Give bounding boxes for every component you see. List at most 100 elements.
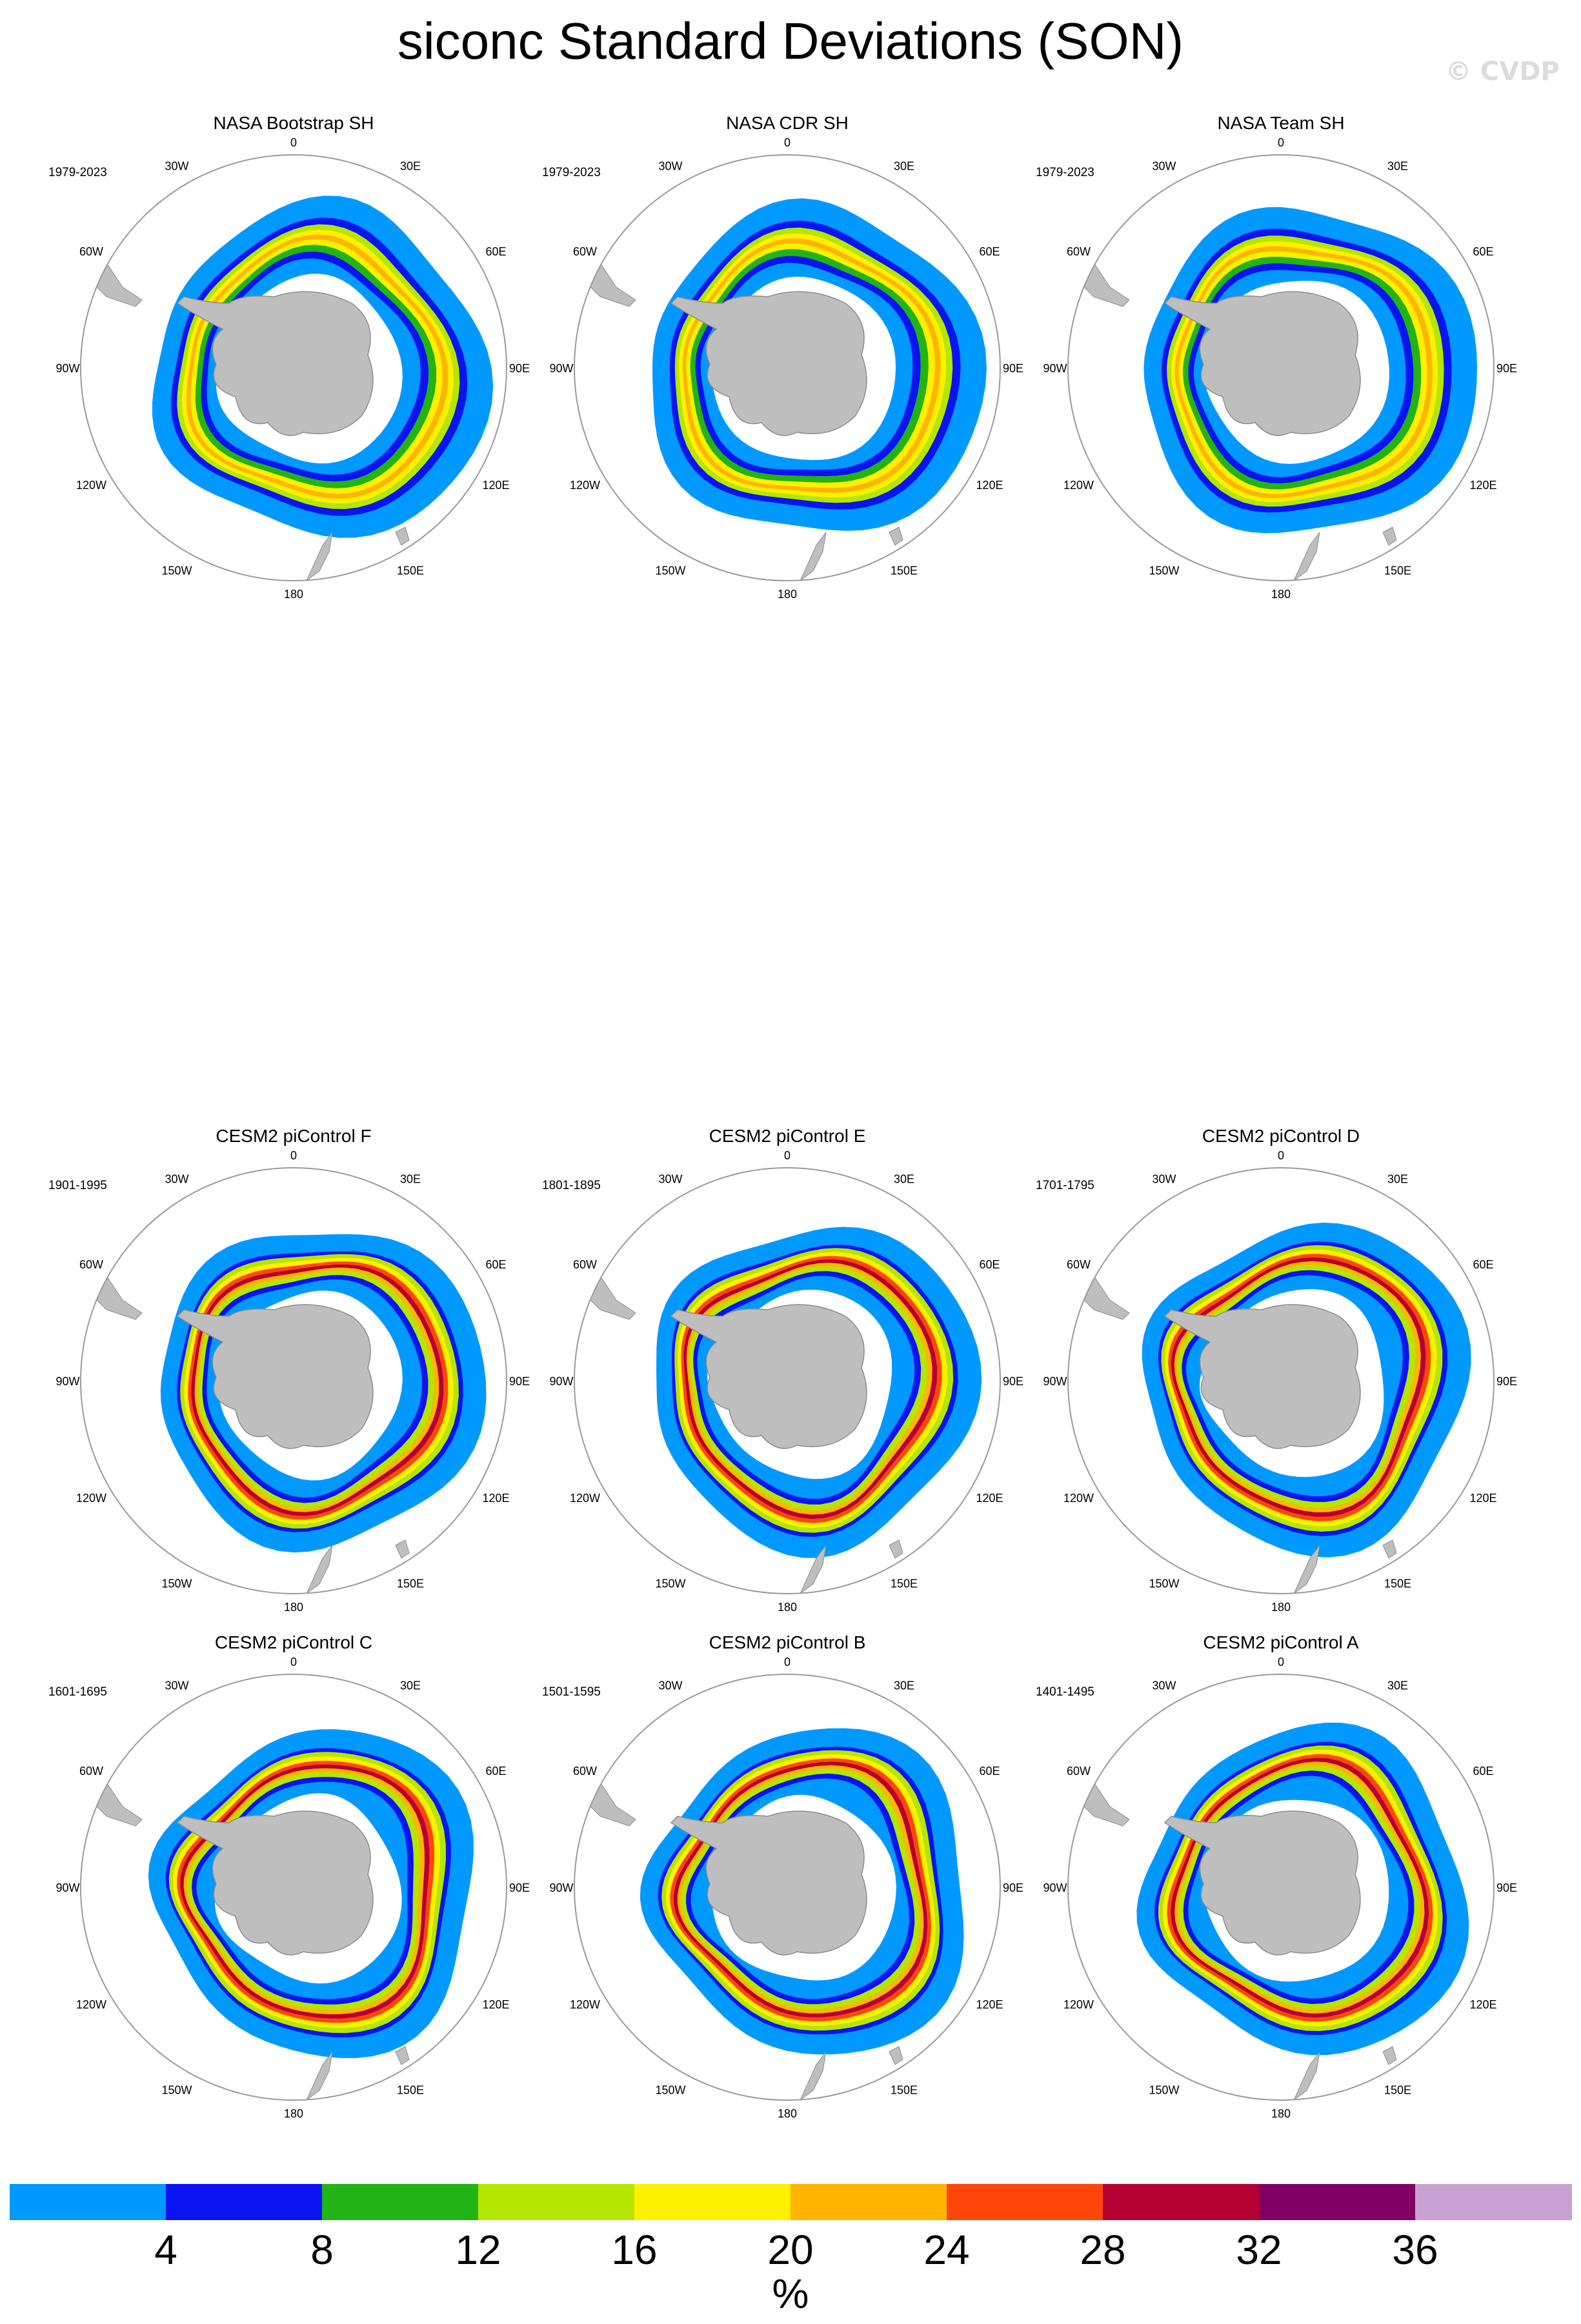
colorbar-tick-label: 24 [923, 2227, 970, 2273]
longitude-label: 60W [79, 245, 103, 258]
colorbar-tick-label: 20 [767, 2227, 814, 2273]
longitude-label: 30E [1387, 160, 1408, 173]
colorbar-swatch [1259, 2184, 1416, 2220]
longitude-label: 150W [655, 1578, 685, 1590]
antarctica-landmass [670, 291, 867, 436]
panel-period: 1401-1495 [1036, 1685, 1094, 1699]
longitude-label: 90E [1496, 1375, 1517, 1388]
longitude-label: 30E [400, 1679, 421, 1692]
longitude-label: 60E [979, 245, 1000, 258]
longitude-label: 150W [1149, 2084, 1179, 2097]
new-zealand-landmass [1293, 2051, 1320, 2100]
longitude-label: 90E [509, 1375, 530, 1388]
panel-period: 1501-1595 [542, 1685, 601, 1699]
map-panel: NASA CDR SH 1979-2023 0 30E 60E 90E 120E 150E 18… [542, 113, 1032, 603]
map-frame [80, 154, 507, 581]
longitude-label: 180 [1271, 1601, 1291, 1614]
watermark-text: © CVDP [1445, 57, 1560, 86]
colorbar-swatch [478, 2184, 635, 2220]
map-frame [1067, 1167, 1495, 1594]
longitude-label: 120E [976, 1998, 1003, 2011]
longitude-label: 90E [509, 1881, 530, 1894]
antarctica-landmass [176, 1304, 374, 1449]
colorbar-swatch [166, 2184, 323, 2220]
longitude-label: 60W [1067, 245, 1091, 258]
longitude-label: 90E [1496, 362, 1517, 375]
longitude-label: 150E [1384, 1578, 1411, 1590]
panel-title: CESM2 piControl C [214, 1632, 373, 1652]
longitude-label: 180 [284, 1601, 303, 1614]
south-america-landmass [1074, 1777, 1130, 1827]
longitude-label: 120E [482, 1492, 509, 1505]
colorbar-tick-label: 8 [310, 2227, 334, 2273]
longitude-label: 90W [549, 362, 573, 375]
longitude-label: 90W [1043, 362, 1067, 375]
map-panel: CESM2 piControl E 1801-1895 0 30E 60E 90E 120E… [542, 1126, 1032, 1616]
longitude-label: 30W [165, 1173, 188, 1186]
longitude-label: 150E [891, 2084, 918, 2097]
longitude-label: 180 [284, 588, 303, 601]
colorbar-tick-label: 36 [1392, 2227, 1438, 2273]
tasmania-landmass [395, 2046, 410, 2065]
longitude-label: 60E [1473, 1765, 1493, 1778]
longitude-label: 30W [658, 1173, 682, 1186]
colorbar-swatch [322, 2184, 479, 2220]
longitude-label: 30W [658, 160, 682, 173]
longitude-label: 150W [161, 565, 192, 577]
longitude-label: 150W [161, 1578, 192, 1590]
longitude-label: 150E [1384, 2084, 1411, 2097]
antarctica-landmass [176, 1810, 374, 1956]
south-america-landmass [1074, 257, 1130, 307]
colorbar-swatch [634, 2184, 791, 2220]
polar-map: 0 30E 60E 90E 120E 150E 180 150W 120W 90W 60W 30W [549, 136, 1023, 601]
polar-map: 0 30E 60E 90E 120E 150E 180 150W 120W 90W 60W 30W [55, 1149, 530, 1614]
south-america-landmass [86, 1270, 143, 1320]
panel-title: NASA Bootstrap SH [213, 113, 374, 133]
longitude-label: 30E [894, 1173, 914, 1186]
longitude-label: 60E [979, 1765, 1000, 1778]
longitude-label: 30W [165, 160, 188, 173]
longitude-label: 90W [55, 1375, 79, 1388]
longitude-label: 120E [1469, 1998, 1496, 2011]
new-zealand-landmass [800, 2051, 827, 2100]
longitude-label: 180 [284, 2107, 303, 2120]
longitude-label: 60W [1067, 1765, 1091, 1778]
south-america-landmass [580, 257, 636, 307]
map-panel: CESM2 piControl A 1401-1495 0 30E 60E 90E 120E… [1036, 1632, 1526, 2123]
new-zealand-landmass [306, 2051, 333, 2100]
tasmania-landmass [1382, 2046, 1397, 2065]
south-america-landmass [86, 257, 143, 307]
longitude-label: 120W [76, 1492, 106, 1505]
map-panel: CESM2 piControl B 1501-1595 0 30E 60E 90E 120E… [542, 1632, 1032, 2123]
longitude-label: 30W [658, 1679, 682, 1692]
figure-title: siconc Standard Deviations (SON) [397, 12, 1184, 70]
longitude-label: 60E [485, 245, 506, 258]
longitude-label: 30E [1387, 1679, 1408, 1692]
longitude-label: 150E [397, 565, 424, 577]
longitude-label: 60W [79, 1765, 103, 1778]
south-america-landmass [86, 1777, 143, 1827]
longitude-label: 30W [1152, 1679, 1176, 1692]
longitude-label: 60W [1067, 1258, 1091, 1271]
longitude-label: 180 [778, 588, 797, 601]
longitude-label: 150E [891, 1578, 918, 1590]
longitude-label: 0 [290, 1656, 297, 1668]
map-panel: NASA Bootstrap SH 1979-2023 0 30E 60E 90E 120E… [48, 113, 539, 603]
longitude-label: 0 [784, 1149, 790, 1162]
polar-map: 0 30E 60E 90E 120E 150E 180 150W 120W 90W 60W 30W [1043, 136, 1517, 601]
longitude-label: 150W [1149, 1578, 1179, 1590]
polar-map: 0 30E 60E 90E 120E 150E 180 150W 120W 90W 60W 30W [549, 1656, 1023, 2120]
longitude-label: 150E [1384, 565, 1411, 577]
longitude-label: 60E [485, 1258, 506, 1271]
longitude-label: 60E [979, 1258, 1000, 1271]
longitude-label: 0 [1278, 1656, 1284, 1668]
longitude-label: 0 [1278, 1149, 1284, 1162]
longitude-label: 60W [573, 245, 597, 258]
longitude-label: 60W [573, 1765, 597, 1778]
longitude-label: 30E [1387, 1173, 1408, 1186]
new-zealand-landmass [800, 532, 827, 581]
new-zealand-landmass [1293, 532, 1320, 581]
longitude-label: 90W [549, 1881, 573, 1894]
antarctica-landmass [1163, 1304, 1361, 1449]
antarctica-landmass [670, 1304, 867, 1449]
